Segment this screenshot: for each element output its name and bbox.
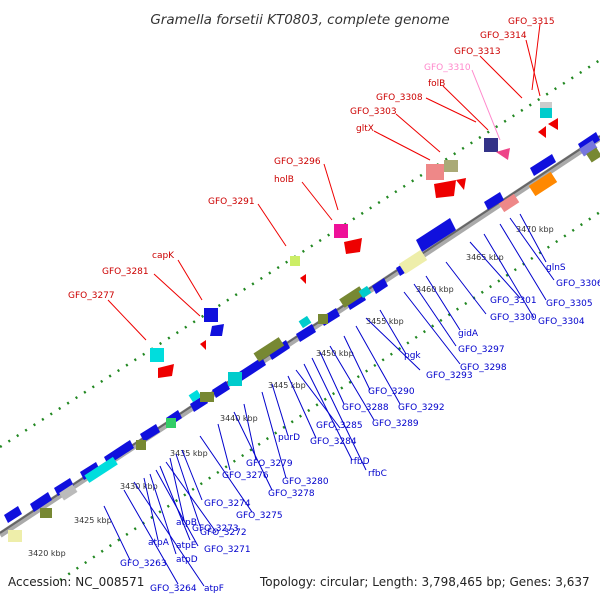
gene-label: atpF: [204, 584, 224, 594]
gene-label: GFO_3303: [350, 107, 397, 117]
gene-label: holB: [274, 175, 294, 185]
gene-label: GFO_3263: [120, 559, 167, 569]
gene-label: GFO_3284: [310, 437, 357, 447]
gene-label: GFO_3305: [546, 299, 593, 309]
gene-label: capK: [152, 251, 175, 261]
gene-label: GFO_3301: [490, 296, 537, 306]
scale-label: 3440 kbp: [220, 414, 258, 423]
map-title: Gramella forsetii KT0803, complete genom…: [150, 12, 449, 28]
gene-label: GFO_3288: [342, 403, 389, 413]
gene-label: GFO_3280: [282, 477, 329, 487]
bottom-label-texts: GFO_3263 GFO_3264 atpF atpA atpD GFO_3271 atpE…: [120, 263, 600, 594]
scale-label: 3470 kbp: [516, 225, 554, 234]
forward-strand-genes: [4, 132, 600, 523]
gene-label: gidA: [458, 329, 479, 339]
gene-label: GFO_3293: [426, 371, 473, 381]
gene-label: atpA: [148, 538, 170, 548]
scale-label: 3430 kbp: [120, 482, 158, 491]
gene-label: purD: [278, 433, 300, 443]
scale-label: 3455 kbp: [366, 317, 404, 326]
bottom-leader-lines: [103, 213, 555, 587]
gene-label: GFO_3271: [204, 545, 251, 555]
scale-label: 3465 kbp: [466, 253, 504, 262]
gene-label: rfbD: [350, 457, 370, 467]
topology-text: Topology: circular; Length: 3,798,465 bp…: [259, 575, 590, 589]
gene-label: rfbC: [368, 469, 387, 479]
gene-label: glnS: [546, 263, 566, 273]
gene-label: GFO_3274: [204, 499, 251, 509]
scale-label: 3435 kbp: [170, 449, 208, 458]
gene-label: GFO_3278: [268, 489, 315, 499]
gene-label: GFO_3290: [368, 387, 415, 397]
gene-label: GFO_3285: [316, 421, 363, 431]
gene-label: GFO_3276: [222, 471, 269, 481]
gene-label: GFO_3273: [192, 524, 239, 534]
gene-label: GFO_3292: [398, 403, 445, 413]
gene-label: GFO_3297: [458, 345, 505, 355]
scale-label: 3445 kbp: [268, 381, 306, 390]
gene-label: GFO_3289: [372, 419, 419, 429]
gene-label: GFO_3296: [274, 157, 321, 167]
gene-label: gltX: [356, 124, 374, 134]
reverse-strand-genes: [8, 102, 558, 542]
gene-label: GFO_3300: [490, 313, 537, 323]
gene-label: pgk: [404, 351, 421, 361]
gene-label: GFO_3279: [246, 459, 293, 469]
gene-label: GFO_3306: [556, 279, 600, 289]
gene-label: GFO_3272: [200, 528, 247, 538]
gene-label: folB: [428, 79, 445, 89]
gene-label: atpB: [176, 518, 197, 528]
gene-label: GFO_3313: [454, 47, 501, 57]
gene-label: GFO_3298: [460, 363, 507, 373]
gene-label: GFO_3315: [508, 17, 555, 27]
gene-label: atpE: [176, 541, 197, 551]
gene-label: GFO_3277: [68, 291, 115, 301]
scale-label: 3420 kbp: [28, 549, 66, 558]
gene-label: GFO_3281: [102, 267, 149, 277]
gene-label: GFO_3291: [208, 197, 255, 207]
gene-label: GFO_3314: [480, 31, 527, 41]
top-gene-labels: [107, 23, 541, 341]
gene-label: GFO_3304: [538, 317, 585, 327]
gene-label: GFO_3308: [376, 93, 423, 103]
gene-label: atpD: [176, 555, 198, 565]
gene-label: GFO_3264: [150, 584, 197, 594]
accession-text: Accession: NC_008571: [8, 575, 144, 589]
scale-label: 3425 kbp: [74, 516, 112, 525]
gene-label: GFO_3275: [236, 511, 283, 521]
gene-label: GFO_3310: [424, 63, 471, 73]
